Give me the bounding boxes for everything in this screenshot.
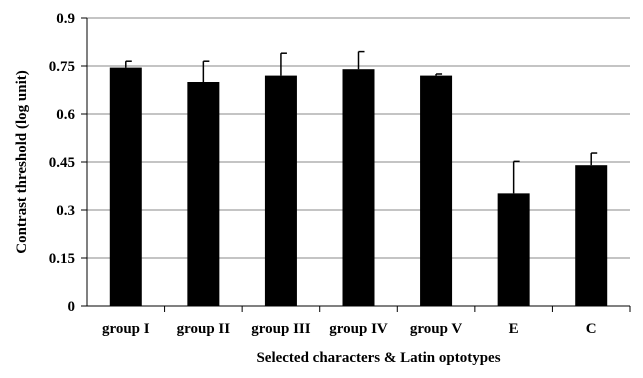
y-tick-labels: 0 0.15 0.3 0.45 0.6 0.75 0.9 [49,11,76,315]
bar-0 [109,67,142,306]
x-tick-label-2: group III [251,321,310,337]
y-tick-label-3: 0.45 [49,155,75,171]
y-tick-label-0: 0 [68,299,76,315]
bar-6 [575,165,608,306]
bar-4 [420,75,453,306]
y-tick-label-6: 0.9 [56,11,75,27]
x-tick-label-3: group IV [329,321,388,337]
x-axis-title: Selected characters & Latin optotypes [256,350,500,366]
y-tick-label-1: 0.15 [49,251,75,267]
y-tick-label-5: 0.75 [49,59,75,75]
x-tick-label-0: group I [102,321,150,337]
x-tick-label-4: group V [410,321,463,337]
x-tick-labels: group I group II group III group IV group V E… [102,321,597,337]
error-bars [125,50,598,194]
y-tick-label-4: 0.6 [56,107,75,123]
bar-3 [342,69,375,306]
x-tick-label-5: E [509,321,519,337]
bar-1 [187,82,220,306]
bar-5 [497,193,530,306]
bar-2 [264,75,297,306]
x-tick-label-1: group II [177,321,231,337]
y-tick-label-2: 0.3 [56,203,75,219]
bars [109,67,608,306]
x-tick-label-6: C [586,321,597,337]
y-axis-title: Contrast threshold (log unit) [14,70,30,254]
axes [81,17,631,312]
